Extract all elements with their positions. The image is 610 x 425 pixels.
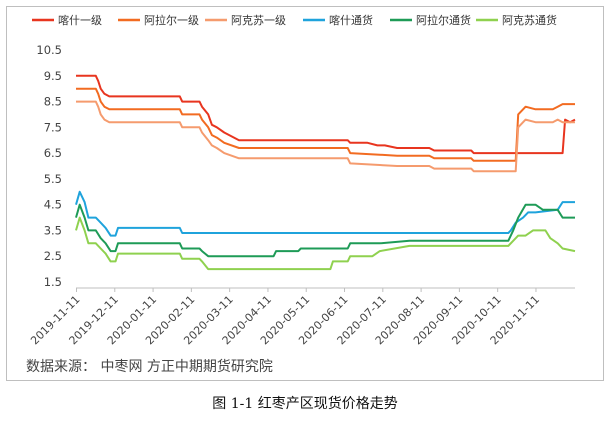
- series-line: [76, 87, 575, 162]
- series-line: [75, 190, 575, 237]
- legend-item: 阿克苏一级: [205, 14, 286, 27]
- chart-frame: [6, 6, 604, 381]
- y-tick-label: 5.5: [44, 172, 62, 186]
- y-tick-label: 1.5: [44, 275, 62, 289]
- series-line: [75, 216, 576, 271]
- legend-item: 阿拉尔一级: [118, 13, 199, 27]
- figure-caption: 图 1-1 红枣产区现货价格走势: [212, 396, 398, 412]
- series-line: [75, 203, 575, 258]
- y-tick-label: 6.5: [44, 146, 62, 160]
- y-tick-label: 10.5: [36, 43, 62, 57]
- y-tick-label: 3.5: [44, 223, 62, 237]
- data-source: 数据来源： 中枣网 方正中期期货研究院: [26, 359, 273, 375]
- legend-label: 阿拉尔通货: [416, 13, 471, 27]
- series-line: [76, 100, 575, 173]
- legend-item: 喀什一级: [32, 14, 102, 27]
- y-tick-label: 7.5: [44, 120, 62, 134]
- legend-label: 喀什一级: [58, 14, 102, 27]
- y-tick-label: 2.5: [44, 249, 62, 263]
- y-tick-label: 4.5: [44, 198, 62, 212]
- legend-label: 阿克苏通货: [502, 13, 557, 27]
- legend-label: 喀什通货: [329, 13, 373, 27]
- x-axis: 2019-11-112019-12-112020-01-112020-02-11…: [28, 287, 575, 347]
- y-axis: 10.5 9.5 8.5 7.5 6.5 5.5 4.5 3.5 2.5 1.5: [36, 43, 62, 289]
- legend-item: 喀什通货: [303, 13, 373, 27]
- legend-label: 阿克苏一级: [231, 14, 286, 27]
- y-tick-label: 9.5: [44, 69, 62, 83]
- legend-item: 阿拉尔通货: [390, 13, 471, 27]
- series-line: [76, 74, 576, 155]
- series-group: [75, 74, 576, 271]
- legend-label: 阿拉尔一级: [144, 13, 199, 27]
- y-tick-label: 8.5: [44, 95, 62, 109]
- legend-item: 阿克苏通货: [476, 13, 557, 27]
- legend: 喀什一级 阿拉尔一级 阿克苏一级 喀什通货 阿拉尔通货 阿克苏通货: [32, 13, 557, 27]
